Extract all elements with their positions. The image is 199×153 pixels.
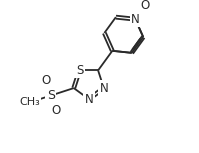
Text: CH₃: CH₃ bbox=[19, 97, 40, 107]
Text: O: O bbox=[51, 104, 60, 117]
Text: N: N bbox=[84, 93, 93, 106]
Text: N: N bbox=[131, 13, 140, 26]
Text: S: S bbox=[47, 89, 55, 102]
Text: N: N bbox=[100, 82, 108, 95]
Text: O: O bbox=[140, 0, 150, 12]
Text: S: S bbox=[76, 64, 83, 77]
Text: O: O bbox=[41, 74, 51, 87]
